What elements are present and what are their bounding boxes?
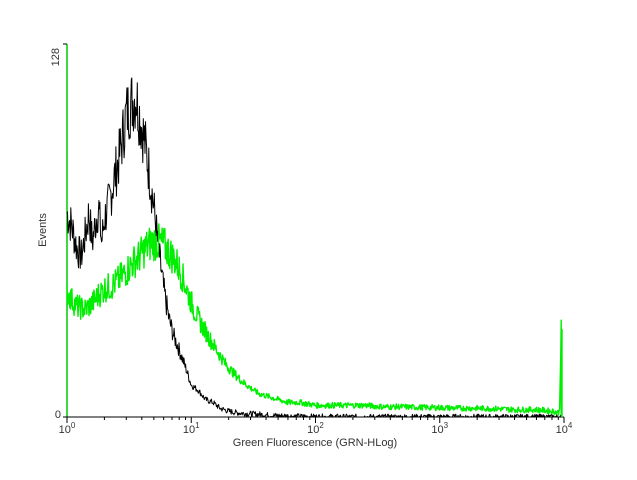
x-tick-exponent: 2: [319, 421, 324, 430]
black-histogram-line: [66, 77, 562, 418]
x-tick-label: 102: [307, 421, 324, 436]
x-axis-title: Green Fluorescence (GRN-HLog): [233, 437, 397, 449]
x-tick-base: 10: [307, 424, 319, 436]
x-tick-exponent: 3: [444, 421, 449, 430]
x-tick-label: 100: [59, 421, 76, 436]
x-tick-group: 100 101 102 103 104: [59, 417, 573, 436]
y-tick-label: 128: [50, 48, 62, 66]
x-tick-exponent: 4: [568, 421, 573, 430]
x-tick-exponent: 1: [195, 421, 200, 430]
y-tick-group: 0 128: [50, 43, 67, 421]
x-tick-label: 104: [556, 421, 573, 436]
x-tick-base: 10: [183, 424, 195, 436]
x-tick-label: 103: [431, 421, 448, 436]
y-axis-title: Events: [37, 213, 49, 247]
x-tick-base: 10: [59, 424, 71, 436]
x-tick-base: 10: [556, 424, 568, 436]
x-tick-label: 101: [183, 421, 200, 436]
x-tick-base: 10: [431, 424, 443, 436]
series-layer: [66, 77, 563, 418]
green-histogram-line: [66, 223, 563, 417]
y-tick-label: 0: [55, 409, 61, 421]
x-tick-exponent: 0: [71, 421, 76, 430]
